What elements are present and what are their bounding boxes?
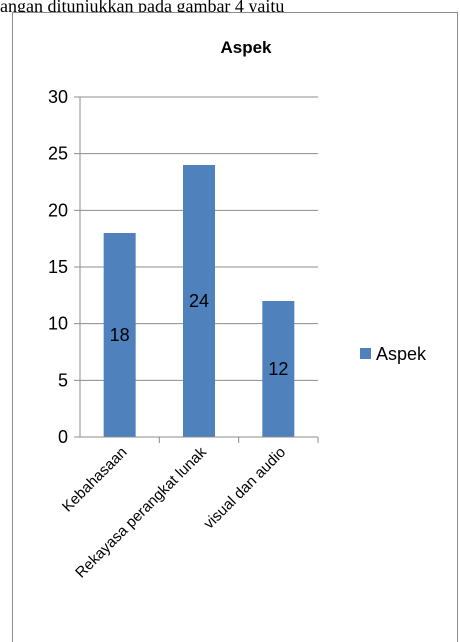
bar [262,301,295,437]
data-label: 12 [268,359,288,379]
data-label: 24 [189,291,209,311]
chart-frame [12,12,458,642]
bar [183,165,215,437]
category-label: visual dan audio [200,444,289,533]
bar [103,233,136,437]
category-label: Rekayasa perangkat lunak [72,443,210,581]
data-labels: 18 24 12 [110,291,289,379]
y-tick-label: 10 [48,314,68,334]
chart-title: Aspek [220,38,272,57]
y-tick-label: 30 [48,87,68,107]
bars [103,165,295,437]
legend-label: Aspek [376,344,427,364]
category-label: Kebahasaan [59,444,131,516]
data-label: 18 [110,325,130,345]
y-axis-tick-labels: 0 5 10 15 20 25 30 [48,87,68,447]
y-tick-label: 5 [58,370,68,390]
y-tick-label: 15 [48,257,68,277]
y-tick-label: 20 [48,200,68,220]
y-tick-label: 0 [58,427,68,447]
axes [79,97,319,443]
legend: Aspek [360,344,427,364]
y-tick-label: 25 [48,144,68,164]
legend-swatch [360,348,371,359]
